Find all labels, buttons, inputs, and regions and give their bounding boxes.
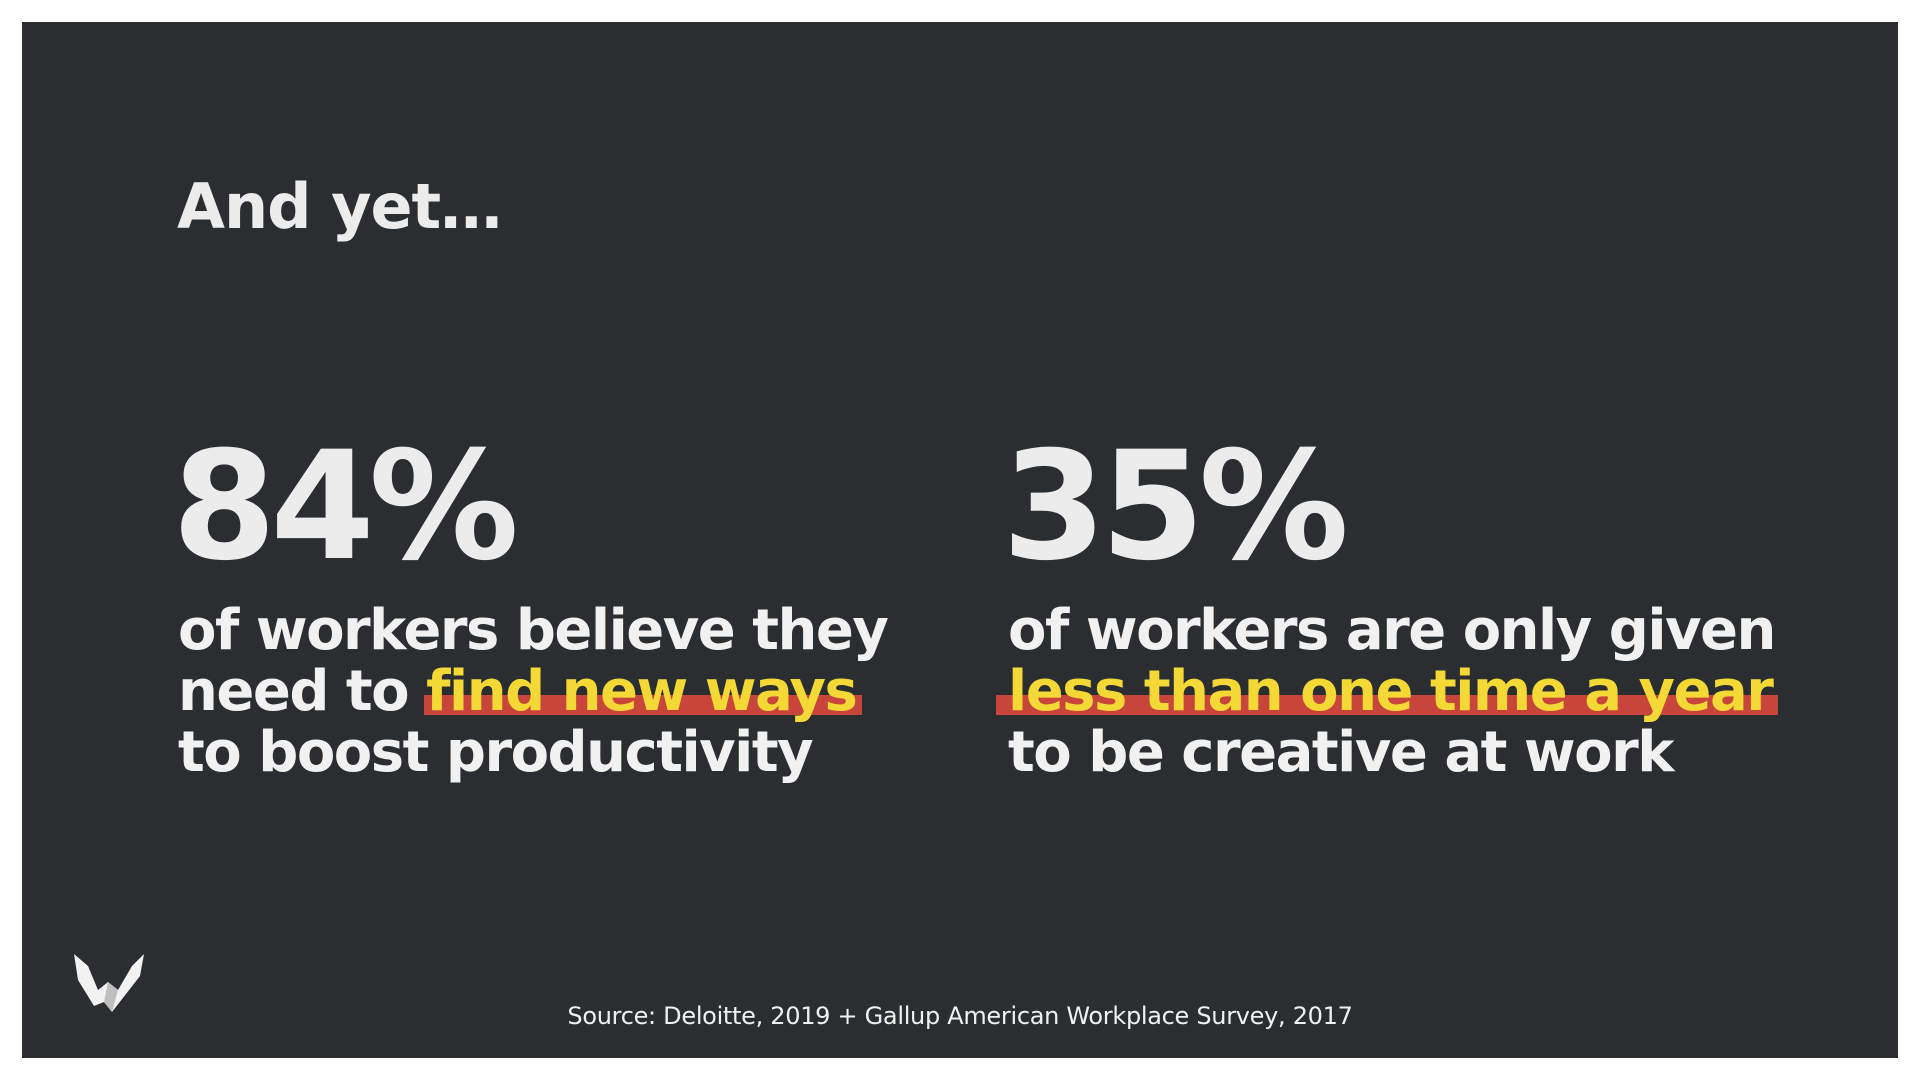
slide: And yet… 84% of workers believe they nee… xyxy=(22,22,1898,1058)
stat-description-right: of workers are only given less than one … xyxy=(996,598,1822,785)
source-citation: Source: Deloitte, 2019 + Gallup American… xyxy=(567,1002,1353,1030)
stat-line-prefix: need to xyxy=(178,659,427,724)
highlighted-phrase: less than one time a year xyxy=(996,659,1779,724)
stat-line-highlighted: less than one time a year xyxy=(996,659,1822,724)
stat-value-left: 84% xyxy=(172,420,519,594)
stat-value-right: 35% xyxy=(1002,420,1349,594)
stat-block-left: 84% of workers believe they need to find… xyxy=(172,432,992,783)
highlighted-phrase: find new ways xyxy=(424,659,863,724)
stat-block-right: 35% of workers are only given less than … xyxy=(996,420,1822,785)
stat-line-highlighted: need to find new ways xyxy=(178,659,992,724)
brand-logo-icon xyxy=(72,952,146,1014)
stat-line: of workers are only given xyxy=(1008,598,1776,663)
stat-line: to boost productivity xyxy=(178,720,814,785)
stat-line: of workers believe they xyxy=(178,598,889,663)
stat-line: to be creative at work xyxy=(1008,720,1674,785)
stat-description-left: of workers believe they need to find new… xyxy=(172,600,992,783)
slide-headline: And yet… xyxy=(177,170,502,243)
